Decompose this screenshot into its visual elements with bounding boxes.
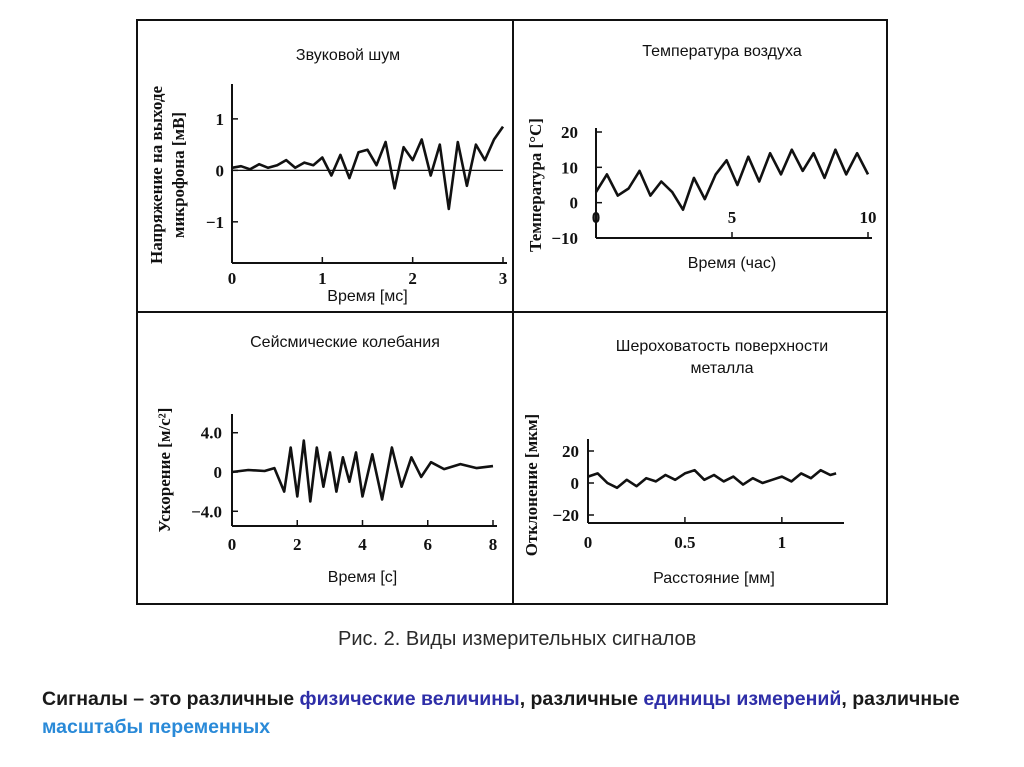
chart-title: Шероховатость поверхности металла (616, 338, 828, 377)
y-tick-label: 20 (561, 123, 578, 142)
chart-title: Сейсмические колебания (250, 334, 440, 351)
chart-title: Температура воздуха (642, 43, 802, 60)
y-axis-label: Ускорение [м/с²] (155, 408, 174, 533)
x-tick-label: 5 (728, 208, 737, 227)
figure-caption: Рис. 2. Виды измерительных сигналов (338, 628, 697, 650)
chart-title: Звуковой шум (296, 47, 400, 64)
x-tick-label: 0.5 (674, 533, 695, 552)
y-axis-label: Температура [°C] (526, 118, 545, 252)
y-tick-label: 0 (216, 161, 225, 180)
chart-3: 0 2 4 6 8 4.0 0 −4.0 Сейсмические колебания Время… (155, 334, 497, 586)
x-tick-label: 8 (489, 535, 498, 554)
y-tick-label: 0 (570, 194, 579, 213)
y-tick-label: −10 (551, 229, 578, 248)
y-tick-label: 4.0 (201, 424, 222, 443)
summary-highlight-units: единицы измерений (643, 688, 842, 710)
summary-highlight-physical-quantities: физические величины (299, 688, 520, 710)
summary-part-3: , различные (841, 688, 960, 710)
y-axis-label: Отклонение [мкм] (522, 414, 541, 556)
x-tick-label: 0 (584, 533, 593, 552)
x-axis-label: Время (час) (688, 255, 776, 272)
y-tick-label: 20 (562, 442, 579, 461)
x-tick-label: 2 (408, 269, 417, 288)
summary-text: Сигналы – это различные физические велич… (42, 685, 1002, 741)
x-axis-label: Время [с] (328, 569, 397, 586)
x-axis-label: Время [мс] (327, 288, 407, 305)
summary-highlight-scales: масштабы переменных (42, 716, 271, 738)
x-tick-label: 0 (228, 535, 237, 554)
y-tick-label: 1 (216, 110, 225, 129)
y-tick-label: 10 (561, 158, 578, 177)
y-tick-label: −1 (206, 213, 224, 232)
y-tick-label: 0 (571, 474, 580, 493)
x-tick-label: 0 (592, 208, 601, 227)
series-line-temperature (594, 148, 870, 211)
y-axis-label: Напряжение на выходе (147, 86, 166, 264)
y-tick-label: 0 (214, 463, 223, 482)
y-axis-label: микрофона [мВ] (169, 112, 188, 238)
x-tick-label: 2 (293, 535, 302, 554)
chart-1: 0 1 2 3 1 0 −1 Звуковой шум Время [мс] Напряжение… (147, 47, 507, 305)
series-line-acceleration (231, 439, 494, 503)
x-tick-label: 6 (424, 535, 433, 554)
chart-2: 0 5 10 20 10 0 −10 Температура воздуха Время (ча… (526, 43, 877, 272)
y-tick-label: −4.0 (191, 502, 222, 521)
chart-title-line: металла (691, 360, 754, 377)
summary-part-1: Сигналы – это различные (42, 688, 300, 710)
x-axis-label: Расстояние [мм] (653, 570, 775, 587)
x-tick-label: 3 (499, 269, 508, 288)
summary-part-2: , различные (519, 688, 644, 710)
series-line-noise (231, 125, 505, 211)
chart-title-line: Шероховатость поверхности (616, 338, 828, 355)
x-tick-label: 10 (860, 208, 877, 227)
series-line-deviation (587, 468, 837, 490)
x-tick-label: 0 (228, 269, 237, 288)
x-tick-label: 1 (778, 533, 787, 552)
y-tick-label: −20 (552, 506, 579, 525)
x-tick-label: 1 (318, 269, 327, 288)
x-tick-label: 4 (358, 535, 367, 554)
chart-4: 0 0.5 1 20 0 −20 Шероховатость поверхности мета… (522, 338, 844, 587)
